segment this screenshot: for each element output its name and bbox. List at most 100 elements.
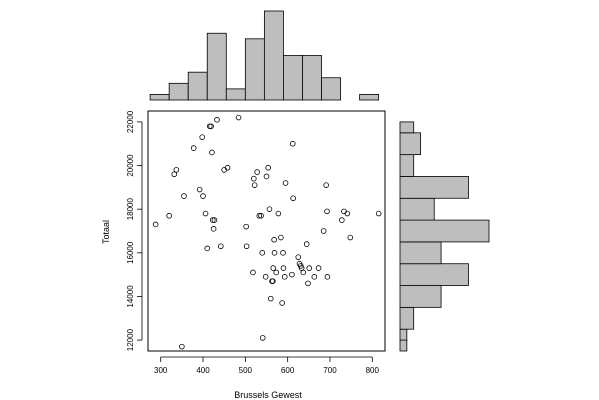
data-point xyxy=(202,210,209,217)
y-histogram-bar xyxy=(399,219,490,243)
data-point xyxy=(210,226,217,232)
x-tick-label: 400 xyxy=(196,366,210,375)
x-histogram-bar xyxy=(168,82,189,101)
x-histogram-bar xyxy=(302,55,322,101)
data-point xyxy=(281,274,288,280)
x-histogram-bar xyxy=(244,38,265,101)
data-point xyxy=(258,212,264,219)
data-point xyxy=(311,274,318,280)
x-axis-label: Brussels Gewest xyxy=(234,390,302,400)
data-point xyxy=(265,164,271,171)
data-point xyxy=(315,265,322,271)
scatter-points xyxy=(152,114,382,350)
data-point xyxy=(347,234,354,241)
x-histogram-bar xyxy=(149,94,170,101)
data-point xyxy=(289,271,295,278)
data-point xyxy=(214,116,220,123)
x-tick-label: 500 xyxy=(239,366,253,375)
data-point xyxy=(211,217,218,223)
data-point xyxy=(251,175,257,182)
y-histogram-bar xyxy=(399,328,408,341)
data-point xyxy=(256,212,263,219)
y-histogram-bar xyxy=(399,285,442,308)
data-point xyxy=(290,195,296,202)
data-point xyxy=(171,171,178,178)
data-point xyxy=(267,295,274,302)
x-histogram-bar xyxy=(263,10,284,101)
data-point xyxy=(254,169,260,175)
data-point xyxy=(243,243,250,250)
data-point xyxy=(262,274,269,280)
x-tick-label: 700 xyxy=(323,366,337,375)
y-histogram-bar xyxy=(399,197,435,221)
data-point xyxy=(263,173,270,180)
y-histogram-bar xyxy=(399,339,408,352)
data-point xyxy=(271,236,277,243)
x-axis: 300 400 500 600 700 800 xyxy=(154,356,380,375)
y-histogram-bar xyxy=(399,263,469,286)
x-histogram-bar xyxy=(225,88,246,101)
plot-frame xyxy=(147,110,386,352)
data-point xyxy=(196,186,203,193)
y-histogram-bar xyxy=(399,306,415,330)
data-point xyxy=(280,265,287,271)
y-histogram-bar xyxy=(399,121,415,134)
data-point xyxy=(208,123,214,130)
data-point xyxy=(250,269,256,276)
data-point xyxy=(173,167,180,173)
data-point xyxy=(278,234,284,241)
y-tick-label: 16000 xyxy=(126,241,135,264)
data-point xyxy=(179,343,185,350)
x-tick-label: 800 xyxy=(366,366,380,375)
y-histogram-bar xyxy=(399,132,421,156)
y-tick-label: 22000 xyxy=(126,110,135,133)
data-point xyxy=(200,193,206,199)
data-point xyxy=(375,210,382,217)
data-point xyxy=(204,245,211,252)
data-point xyxy=(305,280,311,287)
x-marginal-histogram xyxy=(149,10,380,101)
data-point xyxy=(199,134,205,140)
data-point xyxy=(224,164,231,171)
data-point xyxy=(271,250,278,256)
y-histogram-bar xyxy=(399,176,469,199)
data-point xyxy=(279,300,285,306)
data-point xyxy=(209,149,215,156)
y-tick-label: 14000 xyxy=(126,285,135,308)
y-tick-label: 12000 xyxy=(126,328,135,351)
data-point xyxy=(259,250,266,256)
y-axis: 12000 14000 16000 18000 20000 22000 xyxy=(126,110,143,351)
data-point xyxy=(266,206,273,212)
data-point xyxy=(273,269,280,276)
data-point xyxy=(306,265,313,271)
data-point xyxy=(217,243,224,250)
data-point xyxy=(243,223,249,230)
x-histogram-bar xyxy=(206,32,227,101)
data-point xyxy=(280,250,286,256)
data-point xyxy=(295,254,302,260)
x-histogram-bar xyxy=(187,71,208,101)
y-marginal-histogram xyxy=(399,121,490,352)
data-point xyxy=(235,114,242,121)
data-point xyxy=(275,210,282,217)
data-point xyxy=(152,221,159,228)
y-tick-label: 20000 xyxy=(126,154,135,177)
x-histogram-bar xyxy=(283,55,303,101)
data-point xyxy=(324,208,330,215)
data-point xyxy=(190,145,197,151)
data-point xyxy=(339,217,345,223)
data-point xyxy=(300,269,307,276)
y-histogram-bar xyxy=(399,241,442,265)
data-point xyxy=(289,140,296,147)
data-point xyxy=(259,335,266,341)
data-point xyxy=(251,182,258,188)
y-axis-label: Totaal xyxy=(101,220,111,244)
data-point xyxy=(181,193,187,199)
data-point xyxy=(320,228,327,234)
x-tick-label: 600 xyxy=(281,366,295,375)
data-point xyxy=(303,241,310,247)
y-tick-label: 18000 xyxy=(126,198,135,221)
y-histogram-bar xyxy=(399,154,415,177)
data-point xyxy=(166,212,172,219)
